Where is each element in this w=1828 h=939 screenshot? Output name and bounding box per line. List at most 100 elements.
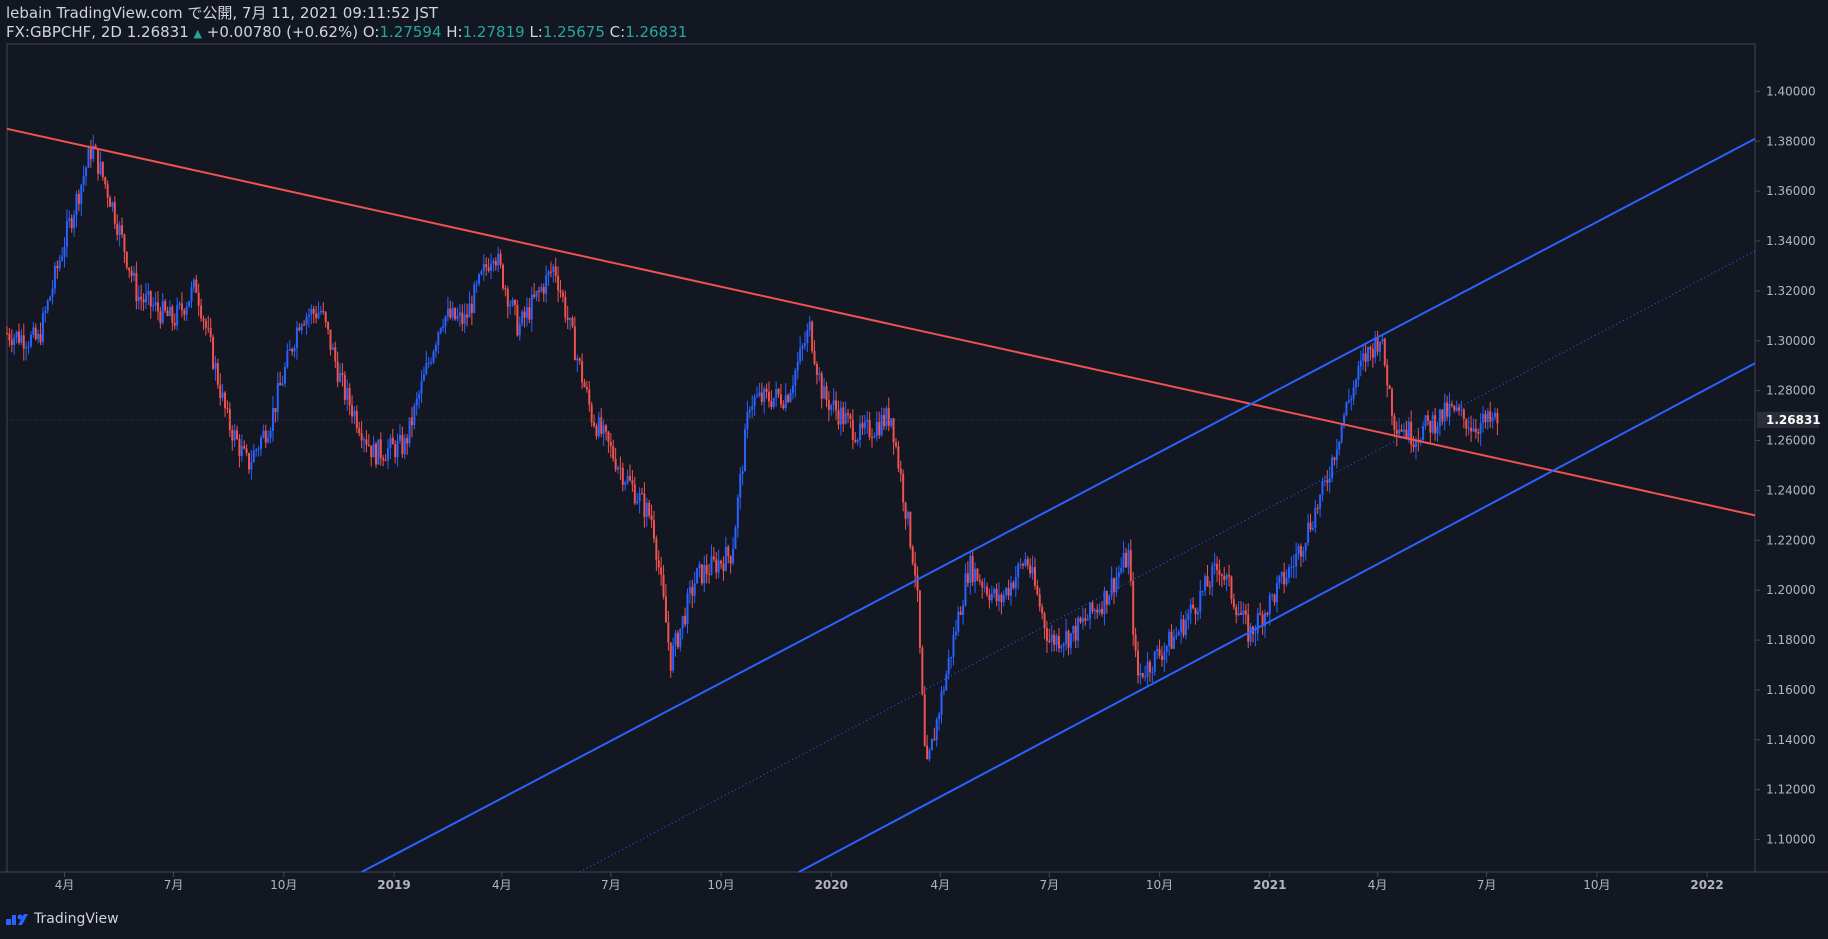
candle-body (962, 605, 965, 615)
candle-body (1400, 429, 1403, 432)
candle-body (466, 314, 469, 318)
high-value: 1.27819 (462, 23, 525, 41)
x-tick-label: 7月 (601, 878, 621, 892)
candle-body (351, 405, 354, 417)
candle-body (1290, 567, 1293, 569)
candle-body (988, 594, 991, 601)
candle-body (324, 312, 327, 322)
candle-body (660, 567, 663, 575)
candle-body (1302, 550, 1305, 557)
candle-body (190, 287, 193, 302)
candle-body (535, 290, 538, 297)
candle-body (497, 253, 500, 266)
y-tick-label: 1.16000 (1766, 683, 1816, 697)
candle-body (10, 340, 13, 345)
candle-body (307, 314, 310, 317)
candle-body (1287, 567, 1290, 578)
candle-body (631, 480, 634, 485)
candle-body (111, 202, 114, 207)
candle-body (279, 383, 282, 386)
candle-body (434, 345, 437, 352)
candle-body (976, 568, 979, 581)
candle-body (346, 388, 349, 400)
candle-body (813, 351, 816, 364)
candle-body (437, 332, 440, 346)
candle-body (1347, 400, 1350, 403)
y-tick-label: 1.36000 (1766, 184, 1816, 198)
candle-body (1223, 576, 1226, 580)
candle-body (283, 367, 286, 384)
candle-body (926, 745, 929, 760)
candle-body (657, 560, 660, 568)
candle-body (1474, 428, 1477, 433)
candle-body (255, 449, 258, 451)
candle-body (1299, 545, 1302, 557)
candle-body (521, 311, 524, 325)
candle-body (777, 388, 780, 395)
candle-body (1458, 407, 1461, 411)
candle-body (1002, 595, 1005, 603)
candle-body (238, 438, 241, 456)
candle-body (906, 511, 909, 519)
candle-body (724, 546, 727, 571)
candle-body (1000, 594, 1003, 603)
candle-body (80, 184, 83, 204)
candle-body (406, 438, 409, 444)
candle-body (1326, 480, 1329, 483)
candle-body (212, 336, 215, 369)
candle-body (1297, 545, 1300, 554)
candle-body (1201, 590, 1204, 592)
candle-body (770, 401, 773, 407)
candle-body (708, 573, 711, 575)
candle-body (233, 430, 236, 441)
candle-body (439, 328, 442, 333)
candle-body (161, 301, 164, 323)
candle-body (482, 264, 485, 272)
x-tick-label: 10月 (1146, 878, 1173, 892)
close-label: C: (609, 23, 626, 41)
candle-body (700, 564, 703, 584)
candle-body (513, 299, 516, 306)
candle-body (933, 739, 936, 741)
candle-body (588, 389, 591, 405)
candle-body (322, 310, 325, 313)
x-tick-label: 2022 (1690, 878, 1723, 892)
candle-body (1266, 612, 1269, 615)
candle-body (593, 422, 596, 427)
candle-body (15, 331, 18, 338)
candle-body (950, 656, 953, 659)
candle-body (655, 538, 658, 561)
price-change: +0.00780 (+0.62%) (206, 23, 359, 41)
candle-body (1386, 365, 1389, 386)
candle-body (1434, 415, 1437, 434)
candle-body (1024, 559, 1027, 566)
candle-body (197, 292, 200, 306)
candle-body (1357, 366, 1360, 380)
candle-body (1446, 402, 1449, 417)
low-label: L: (529, 23, 543, 41)
candle-body (614, 458, 617, 470)
candle-body (13, 337, 16, 345)
candle-body (480, 271, 483, 275)
y-tick-label: 1.30000 (1766, 334, 1816, 348)
footer[interactable]: TradingView (6, 911, 119, 927)
candle-body (291, 349, 294, 352)
candle-body (152, 305, 155, 307)
candle-body (51, 288, 54, 297)
candle-body (1208, 586, 1211, 588)
candle-body (1156, 649, 1159, 652)
candle-body (1189, 604, 1192, 614)
candle-body (1453, 405, 1456, 411)
candle-body (1352, 387, 1355, 400)
candle-body (20, 335, 23, 343)
candle-body (767, 391, 770, 402)
candle-body (415, 398, 418, 406)
candle-body (1455, 407, 1458, 411)
candle-body (65, 221, 68, 247)
candle-body (288, 349, 291, 351)
candle-body (430, 362, 433, 364)
candle-body (1043, 613, 1046, 629)
candle-body (710, 556, 713, 575)
candle-body (37, 333, 40, 340)
